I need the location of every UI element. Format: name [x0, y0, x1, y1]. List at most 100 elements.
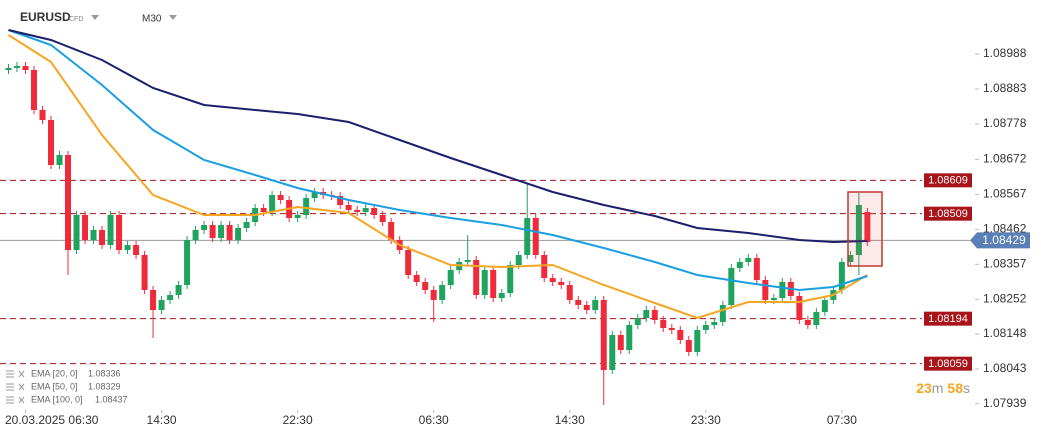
candle-body: [405, 250, 412, 275]
candle-body: [847, 255, 854, 262]
legend-name: EMA [100, 0]: [31, 394, 83, 404]
x-tick-label: 23:30: [691, 413, 721, 427]
candle-body: [167, 295, 174, 300]
y-tick-label: 1.07939: [983, 396, 1027, 410]
candle-body: [209, 225, 216, 238]
candle-body: [804, 320, 811, 325]
timeframe[interactable]: M30: [142, 14, 162, 25]
candle-body: [141, 255, 148, 290]
candle-body: [685, 340, 692, 352]
x-tick-label: 20.03.2025 06:30: [5, 413, 99, 427]
y-tick-label: 1.08148: [983, 326, 1027, 340]
candle-body: [668, 328, 675, 330]
y-tick-label: 1.08357: [983, 257, 1027, 271]
level-label-box: [924, 173, 972, 188]
candle-body: [575, 300, 582, 305]
candle-body: [609, 335, 616, 370]
level-label: 1.08194: [928, 313, 968, 325]
candle-body: [124, 245, 131, 250]
legend-value: 1.08329: [88, 381, 121, 391]
candle-body: [133, 245, 140, 255]
level-label: 1.08509: [928, 208, 968, 220]
candle-body: [371, 208, 378, 215]
candle-body: [762, 280, 769, 300]
candle-body: [107, 215, 114, 245]
candle-body: [770, 298, 777, 300]
y-tick-label: 1.08252: [983, 292, 1027, 306]
candle-body: [277, 195, 284, 200]
legend-name: EMA [50, 0]: [31, 381, 78, 391]
last-price-box: [970, 232, 1030, 249]
candle-body: [464, 260, 471, 262]
candle-body: [855, 205, 862, 255]
candle-body: [549, 278, 556, 282]
candle-body: [379, 215, 386, 222]
x-tick-label: 14:30: [555, 413, 585, 427]
candle-body: [490, 270, 497, 298]
countdown: 23m 58s: [916, 380, 970, 396]
legend-close: [18, 396, 25, 404]
candle-body: [48, 120, 55, 165]
candle-body: [311, 192, 318, 198]
countdown-minutes: 23: [916, 380, 932, 396]
candle-body: [39, 110, 46, 120]
candle-body: [150, 290, 157, 310]
candle-body: [507, 265, 514, 293]
candle-body: [99, 230, 106, 245]
candle-body: [31, 70, 38, 110]
y-tick-label: 1.08567: [983, 187, 1027, 201]
legend-item[interactable]: EMA [50, 0] 1.08329: [6, 381, 121, 391]
candle-body: [821, 300, 828, 312]
ema-line: [8, 29, 868, 244]
legend-close: [18, 383, 25, 391]
y-tick-label: 1.08988: [983, 46, 1027, 60]
candle-body: [269, 195, 276, 212]
candle-body: [73, 215, 80, 250]
candle-body: [439, 285, 446, 300]
candle-body: [116, 215, 123, 250]
candle-body: [617, 335, 624, 350]
candle-body: [473, 260, 480, 295]
candle-body: [498, 293, 505, 298]
candle-body: [813, 312, 820, 325]
candle-body: [260, 208, 267, 212]
legend-item[interactable]: EMA [20, 0] 1.08336: [6, 368, 121, 378]
candle-body: [175, 285, 182, 295]
candle-body: [22, 66, 29, 70]
candle-body: [65, 155, 72, 250]
candle-body: [218, 225, 225, 238]
candle-body: [192, 230, 199, 240]
countdown-minutes-unit: m: [932, 380, 944, 396]
legend-value: 1.08437: [95, 394, 128, 404]
symbol-dropdown[interactable]: [91, 15, 99, 20]
candle-body: [634, 318, 641, 325]
last-price-label: 1.08429: [982, 233, 1026, 247]
candle-body: [235, 228, 242, 240]
candle-body: [303, 198, 310, 215]
candle-body: [541, 255, 548, 278]
legend-value: 1.08336: [88, 368, 121, 378]
y-tick-label: 1.08672: [983, 152, 1027, 166]
candle-body: [345, 205, 352, 210]
candle-body: [566, 285, 573, 300]
candle-body: [753, 258, 760, 280]
candle-body: [226, 225, 233, 240]
symbol[interactable]: EURUSD: [20, 10, 71, 24]
candle-body: [447, 270, 454, 285]
x-tick-label: 07:30: [827, 413, 857, 427]
timeframe-dropdown[interactable]: [169, 15, 177, 20]
candle-body: [864, 212, 871, 242]
candle-body: [702, 325, 709, 330]
candle-body: [90, 230, 97, 240]
x-tick-label: 22:30: [283, 413, 313, 427]
candle-body: [56, 155, 63, 165]
candle-body: [14, 66, 21, 68]
candle-body: [660, 320, 667, 328]
legend-item[interactable]: EMA [100, 0] 1.08437: [6, 394, 128, 404]
candle-body: [677, 330, 684, 340]
x-tick-label: 14:30: [147, 413, 177, 427]
candle-body: [337, 196, 344, 205]
level-label-box: [924, 206, 972, 221]
